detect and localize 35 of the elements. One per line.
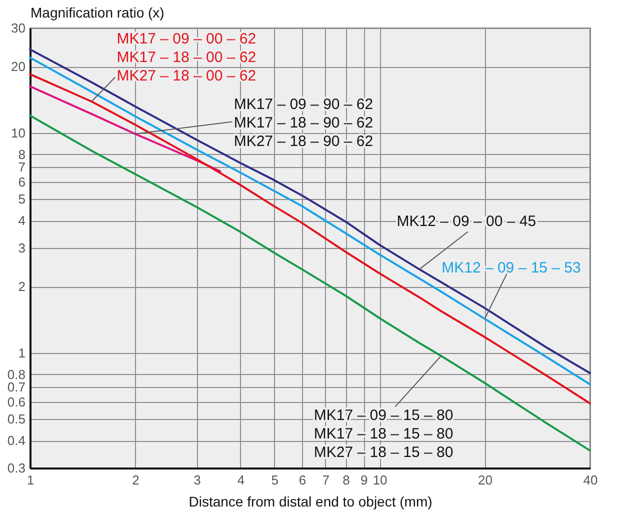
y-tick-label: 0.3: [7, 460, 26, 476]
x-tick-label: 5: [271, 472, 278, 488]
x-tick-label: 4: [237, 472, 245, 488]
x-tick-label: 10: [372, 472, 388, 488]
y-tick-label: 7: [18, 160, 26, 175]
x-tick-label: 3: [194, 472, 201, 488]
text: MK17 – 09 – 15 – 80 MK17 – 18 – 15 – 80 MK27 – 18 – 15 – 80: [314, 407, 454, 462]
series-label: MK12 – 09 – 00 – 45: [396, 213, 536, 230]
y-tick-label: 0.7: [7, 380, 26, 395]
x-tick-label: 20: [478, 472, 493, 488]
y-tick-label: 5: [18, 192, 26, 207]
y-tick-label: 20: [11, 59, 26, 74]
x-tick-label: 9: [360, 472, 368, 488]
x-tick-label: 8: [342, 472, 350, 488]
y-tick-label: 2: [18, 279, 26, 294]
y-tick-label: 6: [18, 174, 26, 190]
series-label: MK17 – 09 – 00 – 62 MK17 – 18 – 00 – 62 MK27 – 18 – 00 – 62: [116, 30, 256, 85]
y-axis-title: Magnification ratio (x): [30, 4, 164, 20]
y-tick-label: 0.8: [7, 366, 26, 382]
y-tick-label: 30: [11, 20, 26, 36]
y-tick-label: 4: [18, 213, 26, 228]
x-tick-label: 40: [583, 472, 598, 488]
y-tick-label: 0.4: [7, 433, 26, 448]
y-tick-label: 8: [18, 146, 26, 162]
y-tick-label: 10: [11, 125, 26, 140]
y-tick-label: 1: [18, 345, 26, 360]
y-tick-label: 3: [18, 240, 26, 256]
x-axis-title: Distance from distal end to object (mm): [188, 494, 432, 510]
x-tick-label: 7: [322, 472, 330, 488]
y-tick-label: 0.6: [7, 394, 26, 410]
series-label: MK17 – 09 – 90 – 62 MK17 – 18 – 90 – 62 MK27 – 18 – 90 – 62: [234, 96, 374, 150]
x-tick-label: 2: [132, 472, 140, 488]
y-tick-label: 0.5: [7, 412, 26, 427]
x-tick-label: 6: [298, 472, 306, 488]
series-label: MK12 – 09 – 15 – 53: [442, 259, 581, 276]
